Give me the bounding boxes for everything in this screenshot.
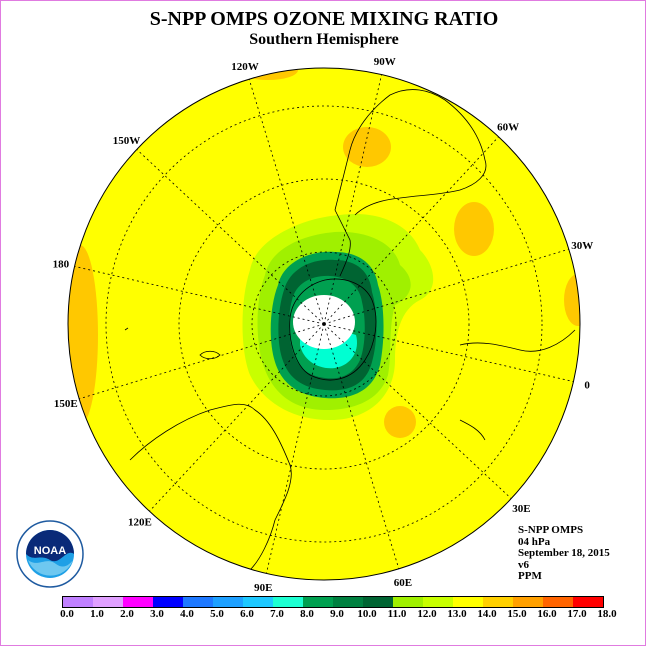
- south-pole-marker: [322, 322, 326, 326]
- logo-text: NOAA: [34, 545, 66, 557]
- colorbar-swatch: [333, 597, 363, 607]
- noaa-logo: NOAA: [16, 520, 84, 588]
- longitude-label: 90W: [374, 56, 396, 68]
- colorbar-swatch: [183, 597, 213, 607]
- longitude-label: 150W: [113, 135, 141, 147]
- colorbar-tick-label: 16.0: [537, 608, 557, 620]
- colorbar-swatch: [423, 597, 453, 607]
- colorbar-tick-label: 13.0: [447, 608, 467, 620]
- colorbar-tick-label: 15.0: [507, 608, 527, 620]
- info-panel: S-NPP OMPS 04 hPa September 18, 2015 v6 …: [518, 524, 610, 583]
- colorbar-swatch: [393, 597, 423, 607]
- map-title: S-NPP OMPS OZONE MIXING RATIO: [149, 8, 499, 30]
- longitude-label: 180: [53, 258, 70, 270]
- colorbar-swatch: [123, 597, 153, 607]
- longitude-label: 90E: [254, 582, 272, 594]
- colorbar-tick-label: 12.0: [417, 608, 437, 620]
- colorbar-tick-label: 7.0: [270, 608, 284, 620]
- colorbar-tick-label: 14.0: [477, 608, 497, 620]
- instrument-label: S-NPP OMPS: [518, 524, 584, 536]
- colorbar-swatch: [453, 597, 483, 607]
- high-patch: [564, 274, 580, 326]
- colorbar-tick-label: 17.0: [567, 608, 587, 620]
- colorbar-ticks: 0.0 1.0 2.0 3.0 4.0 5.0 6.0 7.0 8.0 9.0 10.0 11.0 12…: [0, 608, 648, 622]
- colorbar-swatch: [483, 597, 513, 607]
- coastlines: [124, 89, 576, 571]
- colorbar-tick-label: 8.0: [300, 608, 314, 620]
- colorbar-swatch: [93, 597, 123, 607]
- high-patch: [384, 406, 416, 438]
- colorbar-swatch: [243, 597, 273, 607]
- longitude-label: 30E: [512, 503, 530, 515]
- units-label: PPM: [518, 570, 542, 582]
- version-label: v6: [518, 558, 529, 571]
- colorbar-swatch: [213, 597, 243, 607]
- high-patch: [343, 127, 391, 167]
- colorbar-tick-label: 3.0: [150, 608, 164, 620]
- date-label: September 18, 2015: [518, 547, 610, 559]
- colorbar-swatch: [573, 597, 603, 607]
- map-border: [67, 67, 581, 581]
- colorbar-tick-label: 18.0: [597, 608, 617, 620]
- colorbar-swatch: [363, 597, 393, 607]
- colorbar-tick-label: 2.0: [120, 608, 134, 620]
- colorbar-tick-label: 6.0: [240, 608, 254, 620]
- colorbar-swatch: [63, 597, 93, 607]
- longitude-label: 120W: [231, 61, 259, 73]
- longitude-label: 30W: [571, 240, 593, 252]
- colorbar-tick-label: 0.0: [60, 608, 74, 620]
- longitude-label: 60E: [394, 577, 412, 589]
- longitude-label: 120E: [128, 516, 152, 528]
- map-subtitle: Southern Hemisphere: [249, 31, 399, 48]
- colorbar-swatch: [543, 597, 573, 607]
- colorbar: [62, 596, 604, 608]
- pressure-level: 04 hPa: [518, 535, 551, 548]
- colorbar-tick-label: 11.0: [387, 608, 407, 620]
- longitude-label: 0: [584, 380, 590, 392]
- colorbar-tick-label: 5.0: [210, 608, 224, 620]
- high-patch: [454, 202, 494, 256]
- latitude-circles: [105, 105, 543, 543]
- longitude-labels: 90W 60W 30W 0 30E 60E 90E 120E 150E 180 150W 120W: [53, 56, 594, 594]
- colorbar-tick-label: 10.0: [357, 608, 377, 620]
- colorbar-swatch: [303, 597, 333, 607]
- colorbar-swatch: [153, 597, 183, 607]
- longitude-label: 60W: [497, 122, 519, 134]
- colorbar-swatch: [513, 597, 543, 607]
- colorbar-tick-label: 1.0: [90, 608, 104, 620]
- polar-hole: [293, 295, 355, 349]
- colorbar-tick-label: 4.0: [180, 608, 194, 620]
- colorbar-tick-label: 9.0: [330, 608, 344, 620]
- longitude-label: 150E: [54, 398, 78, 410]
- colorbar-swatch: [273, 597, 303, 607]
